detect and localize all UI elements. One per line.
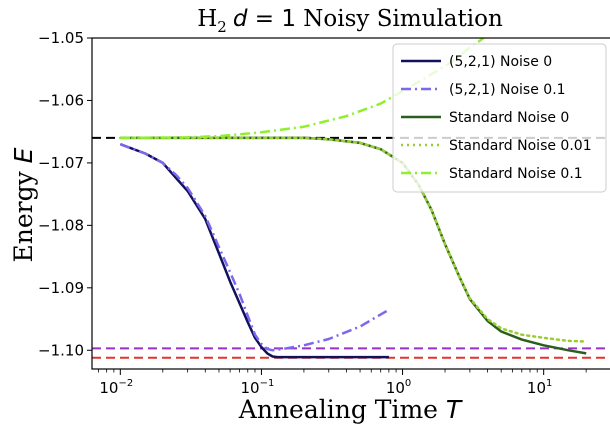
x-tick-label: 101: [527, 378, 552, 397]
y-tick-label: −1.10: [38, 341, 84, 359]
xlabel-text: Annealing Time: [238, 395, 446, 424]
x-tick-exponent: 0: [405, 378, 411, 389]
x-tick-label: 10−2: [99, 378, 133, 397]
legend-label: (5,2,1) Noise 0.1: [449, 82, 566, 98]
title-operator: = 1: [247, 6, 303, 32]
chart-title: H2 d = 1 Noisy Simulation: [197, 6, 503, 36]
y-tick-label: −1.06: [38, 91, 84, 109]
legend-label: Standard Noise 0: [449, 110, 569, 126]
x-tick-label: 100: [386, 378, 411, 397]
x-tick-base: 10: [241, 379, 260, 397]
series-line: [119, 136, 588, 343]
y-tick-label: −1.09: [38, 279, 84, 297]
x-tick-exponent: −1: [260, 378, 275, 389]
x-tick-exponent: −2: [118, 378, 133, 389]
x-tick-exponent: 1: [546, 378, 552, 389]
legend-label: Standard Noise 0.1: [449, 166, 583, 182]
series-line: [119, 143, 390, 352]
title-prefix: H: [197, 6, 217, 32]
xlabel-variable: T: [446, 395, 463, 424]
x-tick-label: 10−1: [241, 378, 275, 397]
plot-frame: [91, 37, 610, 370]
legend: (5,2,1) Noise 0 (5,2,1) Noise 0.1 Standard…: [392, 43, 607, 193]
y-tick-label: −1.07: [38, 154, 84, 172]
y-tick-label: −1.08: [38, 216, 84, 234]
legend-label: (5,2,1) Noise 0: [449, 54, 552, 70]
title-subscript: 2: [217, 18, 227, 36]
x-tick-base: 10: [386, 379, 405, 397]
y-axis-ticks: −1.05 −1.06 −1.07 −1.08 −1.09 −1.10: [38, 29, 92, 359]
y-tick-label: −1.05: [38, 29, 84, 47]
ylabel-variable: E: [9, 147, 38, 163]
legend-box: [392, 43, 607, 193]
title-suffix: Noisy Simulation: [303, 6, 503, 32]
title-variable: d: [233, 6, 248, 32]
x-tick-base: 10: [527, 379, 546, 397]
y-axis-label: Energy E: [9, 147, 38, 262]
legend-label: Standard Noise 0.01: [449, 138, 592, 154]
series-line: [119, 143, 389, 359]
ylabel-text: Energy: [9, 163, 38, 262]
x-tick-base: 10: [99, 379, 118, 397]
x-axis-label: Annealing Time T: [238, 395, 463, 424]
x-axis-ticks: 10−2 10−1 100 101: [98, 369, 587, 397]
